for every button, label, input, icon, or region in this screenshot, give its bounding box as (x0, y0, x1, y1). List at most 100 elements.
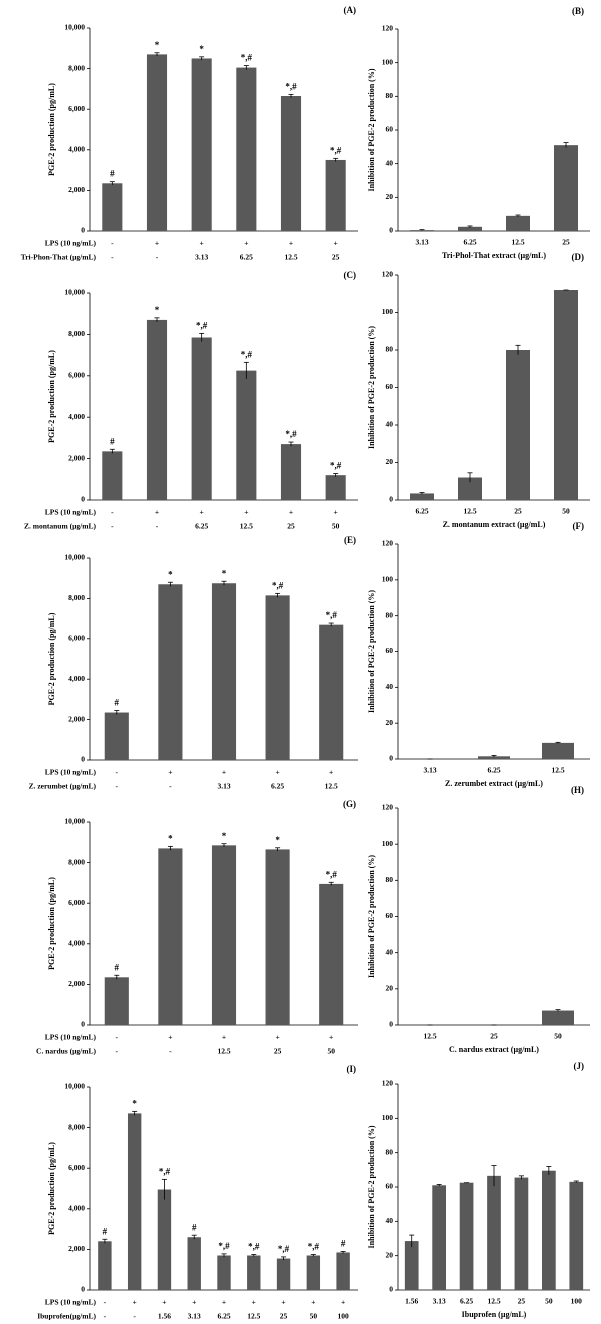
x-tick-label: 6.25 (460, 1297, 473, 1306)
x-tick-label: 12.5 (423, 1032, 436, 1041)
y-tick-label: 20 (386, 192, 394, 201)
x-tick-label: - (116, 782, 119, 791)
y-tick-label: 8,000 (68, 329, 85, 338)
x-tick-label: 25 (280, 1312, 288, 1321)
bar (432, 1185, 446, 1290)
row-label: LPS (10 ng/mL) (45, 768, 97, 777)
y-axis-label: Inhibition of PGE-2 production (%) (367, 68, 376, 191)
x-tick-label: 25 (562, 238, 570, 247)
x-tick-label: 50 (327, 1047, 335, 1056)
y-tick-label: 2,000 (68, 714, 85, 723)
significance-label: *,# (272, 580, 284, 590)
bar (506, 215, 530, 231)
y-tick-label: 60 (386, 646, 394, 655)
y-tick-label: 100 (382, 575, 394, 584)
y-axis-label: PGE-2 production (pg/mL) (47, 612, 56, 705)
lps-label: + (281, 1298, 285, 1307)
y-tick-label: 80 (386, 875, 394, 884)
y-axis-label: Inhibition of PGE-2 production (%) (367, 1125, 376, 1248)
y-tick-label: 0 (389, 226, 393, 235)
y-tick-label: 0 (389, 1020, 393, 1029)
panel-label: (J) (574, 1061, 585, 1071)
x-tick-label: 3.13 (195, 253, 208, 262)
bar (325, 475, 346, 500)
y-tick-label: 80 (386, 91, 394, 100)
x-tick-label: 12.5 (325, 782, 338, 791)
y-tick-label: 2,000 (68, 185, 85, 194)
bar (542, 742, 574, 759)
bar (158, 848, 183, 1025)
y-tick-label: 20 (386, 718, 394, 727)
bar (236, 67, 257, 232)
x-tick-label: - (111, 522, 114, 531)
row-label: Ibuprofen(µg/mL) (37, 1312, 96, 1321)
x-tick-label: 12.5 (284, 253, 297, 262)
x-tick-label: 6.25 (487, 766, 500, 775)
lps-label: + (200, 508, 204, 517)
x-tick-label: - (156, 253, 159, 262)
y-tick-label: 6,000 (68, 1163, 85, 1172)
bar (325, 159, 346, 231)
bar (276, 1258, 291, 1290)
panel-label: (A) (344, 5, 357, 15)
y-tick-label: 4,000 (68, 674, 85, 683)
panel-label: (F) (573, 521, 585, 531)
y-tick-label: 6,000 (68, 898, 85, 907)
lps-label: + (334, 239, 338, 248)
x-tick-label: 1.56 (158, 1312, 171, 1321)
lps-label: - (104, 1298, 107, 1307)
bar (458, 226, 482, 231)
lps-label: + (155, 508, 159, 517)
x-tick-label: 12.5 (487, 1297, 500, 1306)
y-tick-label: 10,000 (64, 817, 85, 826)
bar (410, 493, 434, 500)
lps-label: - (111, 239, 114, 248)
bar (404, 1241, 419, 1290)
bar (458, 477, 482, 500)
x-tick-label: 12.5 (240, 522, 253, 531)
panel-label: (E) (344, 535, 356, 545)
y-tick-label: 8,000 (68, 593, 85, 602)
x-tick-label: 3.13 (188, 1312, 201, 1321)
y-axis-label: PGE-2 production (pg/mL) (47, 350, 56, 443)
bar (265, 849, 290, 1025)
bar (542, 1010, 574, 1025)
y-tick-label: 4,000 (68, 1204, 85, 1213)
bar (459, 1182, 474, 1290)
row-label: LPS (10 ng/mL) (45, 508, 97, 517)
bar (217, 1255, 231, 1290)
y-tick-label: 4,000 (68, 145, 85, 154)
lps-label: + (329, 768, 333, 777)
lps-label: - (111, 508, 114, 517)
y-tick-label: 80 (386, 345, 394, 354)
significance-label: * (155, 40, 160, 50)
x-tick-label: 6.25 (217, 1312, 230, 1321)
x-tick-label: 3.13 (415, 238, 428, 247)
lps-label: + (289, 508, 293, 517)
significance-label: # (192, 1222, 197, 1232)
significance-label: *,# (196, 320, 208, 330)
significance-label: * (155, 305, 160, 315)
x-tick-label: 12.5 (463, 507, 476, 516)
y-tick-label: 40 (386, 158, 394, 167)
y-tick-label: 80 (386, 610, 394, 619)
y-axis-label: Inhibition of PGE-2 production (%) (367, 326, 376, 449)
y-tick-label: 80 (386, 1147, 394, 1156)
y-tick-label: 60 (386, 911, 394, 920)
row-label: LPS (10 ng/mL) (45, 239, 97, 248)
x-tick-label: 6.25 (463, 238, 476, 247)
lps-label: + (222, 1033, 226, 1042)
y-tick-label: 40 (386, 1216, 394, 1225)
x-tick-label: - (169, 1047, 172, 1056)
x-tick-label: 12.5 (551, 766, 564, 775)
significance-label: *,# (330, 461, 342, 471)
lps-label: + (329, 1033, 333, 1042)
y-tick-label: 10,000 (64, 288, 85, 297)
y-tick-label: 6,000 (68, 634, 85, 643)
lps-label: + (155, 239, 159, 248)
x-tick-label: - (111, 253, 114, 262)
y-tick-label: 6,000 (68, 104, 85, 113)
y-tick-label: 10,000 (64, 553, 85, 562)
